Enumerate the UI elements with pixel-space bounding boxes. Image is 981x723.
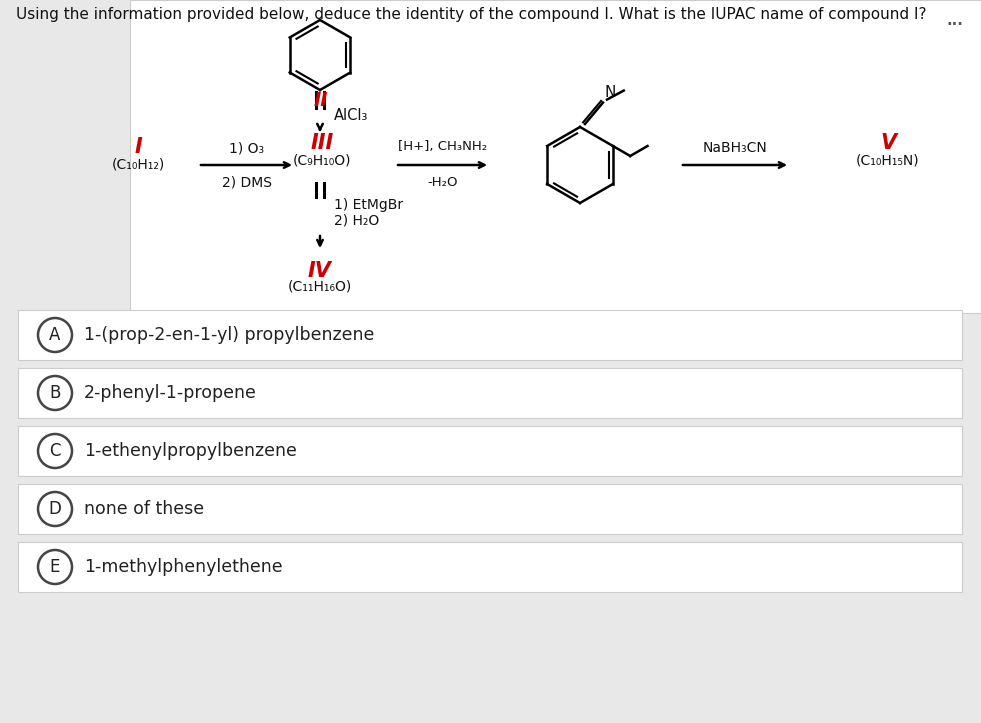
Text: 1-ethenylpropylbenzene: 1-ethenylpropylbenzene xyxy=(84,442,297,460)
Text: I: I xyxy=(134,137,142,157)
Text: none of these: none of these xyxy=(84,500,204,518)
FancyBboxPatch shape xyxy=(18,426,962,476)
Text: B: B xyxy=(49,384,61,402)
Text: 1-(prop-2-en-1-yl) propylbenzene: 1-(prop-2-en-1-yl) propylbenzene xyxy=(84,326,375,344)
Text: (C₁₁H₁₆O): (C₁₁H₁₆O) xyxy=(287,279,352,293)
Text: NaBH₃CN: NaBH₃CN xyxy=(702,141,767,155)
Text: AlCl₃: AlCl₃ xyxy=(334,108,369,124)
Text: D: D xyxy=(49,500,62,518)
Text: V: V xyxy=(880,133,896,153)
FancyBboxPatch shape xyxy=(18,484,962,534)
Text: IV: IV xyxy=(308,261,332,281)
Text: A: A xyxy=(49,326,61,344)
Text: III: III xyxy=(310,133,334,153)
Text: 2) DMS: 2) DMS xyxy=(222,175,272,189)
Text: (C₁₀H₁₂): (C₁₀H₁₂) xyxy=(112,157,165,171)
Text: Using the information provided below, deduce the identity of the compound I. Wha: Using the information provided below, de… xyxy=(16,7,926,22)
Text: II: II xyxy=(314,90,329,109)
FancyBboxPatch shape xyxy=(18,542,962,592)
Text: C: C xyxy=(49,442,61,460)
Text: (C₉H₁₀O): (C₉H₁₀O) xyxy=(292,153,351,167)
Text: 1) EtMgBr: 1) EtMgBr xyxy=(334,198,403,212)
Text: -H₂O: -H₂O xyxy=(428,176,458,189)
FancyBboxPatch shape xyxy=(130,0,981,313)
Text: 1) O₃: 1) O₃ xyxy=(229,141,264,155)
Text: 1-methylphenylethene: 1-methylphenylethene xyxy=(84,558,283,576)
Text: 2) H₂O: 2) H₂O xyxy=(334,214,380,228)
FancyBboxPatch shape xyxy=(18,310,962,360)
Text: [H+], CH₃NH₂: [H+], CH₃NH₂ xyxy=(398,140,487,153)
Text: 2-phenyl-1-propene: 2-phenyl-1-propene xyxy=(84,384,257,402)
Text: (C₁₀H₁₅N): (C₁₀H₁₅N) xyxy=(856,153,920,167)
Text: E: E xyxy=(50,558,60,576)
FancyBboxPatch shape xyxy=(18,368,962,418)
Text: ...: ... xyxy=(946,13,963,28)
Text: N: N xyxy=(605,85,616,100)
